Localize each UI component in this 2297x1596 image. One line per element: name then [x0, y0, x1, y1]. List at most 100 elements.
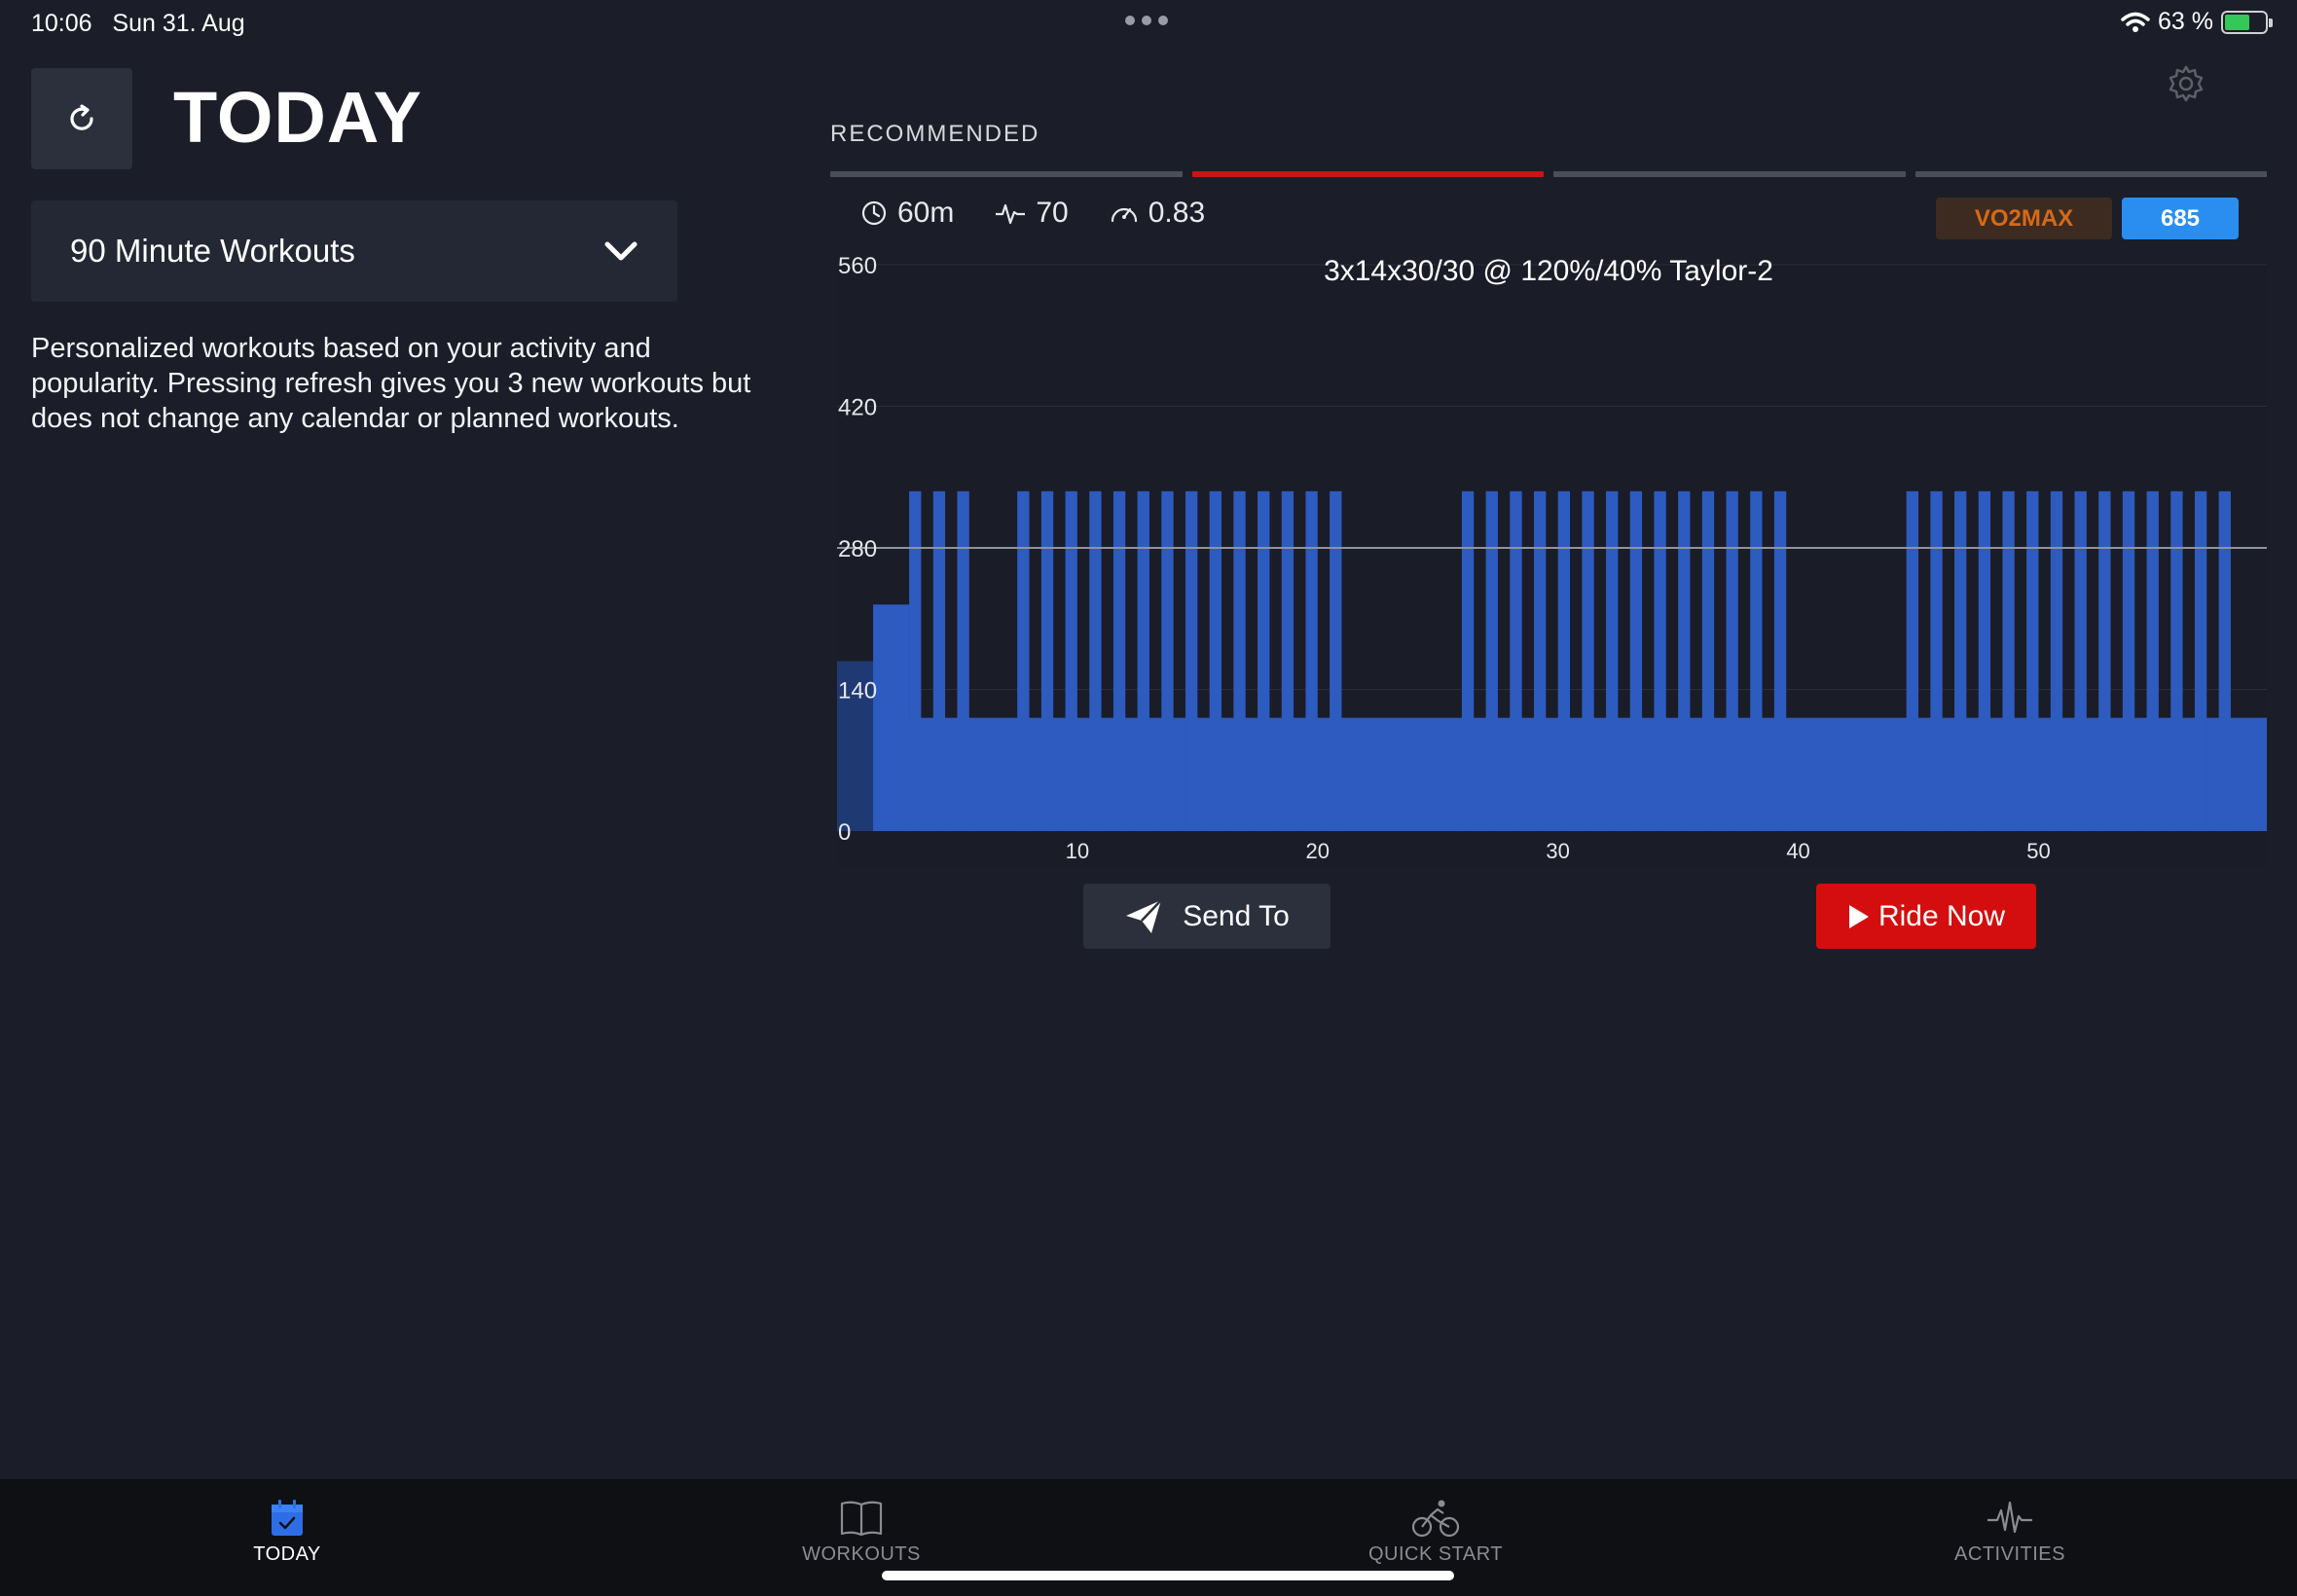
recommended-page-2[interactable] [1191, 171, 1544, 177]
interval-bar [1065, 490, 1077, 831]
y-tick-label: 140 [838, 678, 877, 705]
interval-bar [1040, 490, 1054, 831]
interval-bar [1258, 490, 1270, 831]
pulse-icon [996, 203, 1026, 225]
interval-bar [1137, 490, 1149, 831]
status-time: 10:06 Sun 31. Aug [31, 10, 245, 37]
workout-length-dropdown[interactable]: 90 Minute Workouts [31, 200, 677, 302]
interval-bar [1978, 490, 1991, 831]
score-badge: 685 [2122, 198, 2239, 239]
interval-bar [2074, 490, 2087, 831]
zone-badge: VO2MAX [1936, 198, 2112, 239]
interval-bar [1330, 490, 1342, 831]
interval-bar [1510, 490, 1522, 831]
multitasking-dots[interactable] [1125, 16, 1168, 25]
x-tick-label: 40 [1786, 839, 1809, 863]
home-indicator [882, 1571, 1454, 1580]
gear-icon [2169, 65, 2204, 102]
interval-bar [1161, 490, 1174, 831]
recommended-pager[interactable] [830, 171, 2267, 177]
interval-bar [1930, 490, 1943, 831]
y-tick-label: 560 [838, 253, 877, 279]
interval-bar [2122, 490, 2135, 831]
battery-icon [2221, 10, 2273, 34]
wifi-icon [2121, 12, 2150, 32]
duration-stat: 60m [860, 197, 954, 230]
workout-chart: 0 140 280 420 560 10 20 30 40 50 3x14x30/30 @ 120… [830, 253, 2267, 876]
interval-bar [1305, 490, 1318, 831]
battery-percent: 63 % [2158, 8, 2213, 35]
interval-bar [1281, 490, 1294, 831]
interval-bar [1485, 490, 1498, 831]
interval-bar [909, 490, 922, 831]
speedometer-icon [1111, 207, 1137, 223]
x-tick-label: 30 [1546, 839, 1569, 863]
interval-bar [2146, 490, 2159, 831]
x-tick-label: 10 [1066, 839, 1089, 863]
status-indicators: 63 % [2121, 8, 2273, 36]
interval-bar [2170, 490, 2183, 831]
chevron-down-icon [604, 241, 638, 261]
interval-bar [1678, 490, 1691, 831]
interval-bar [1557, 490, 1571, 831]
tab-today-label: TODAY [253, 1543, 321, 1565]
refresh-button[interactable] [31, 68, 132, 169]
interval-bar [1773, 490, 1787, 831]
interval-bar [1461, 490, 1475, 831]
recommended-page-4[interactable] [1914, 171, 2267, 177]
tab-today[interactable]: TODAY [0, 1479, 574, 1596]
intensity-stat: 0.83 [1110, 197, 1205, 230]
tab-activities[interactable]: ACTIVITIES [1723, 1479, 2297, 1596]
tab-quick-start-label: QUICK START [1367, 1543, 1504, 1565]
refresh-icon [70, 104, 93, 130]
interval-bar [1017, 490, 1030, 831]
clock-icon [861, 200, 887, 226]
warmup-bar [837, 661, 874, 831]
interval-bar [932, 490, 946, 831]
cyclist-icon [1411, 1500, 1460, 1538]
recommended-page-1[interactable] [830, 171, 1183, 177]
tab-workouts-label: WORKOUTS [802, 1543, 921, 1565]
tab-quick-start[interactable]: QUICK START [1148, 1479, 1723, 1596]
paper-plane-icon [1126, 898, 1163, 933]
workout-stats: 60m 70 0.83 [860, 197, 1205, 230]
interval-bar [1701, 490, 1715, 831]
warmup-bar [873, 604, 910, 831]
x-tick-label: 20 [1306, 839, 1330, 863]
workout-profile-chart: 0 140 280 420 560 10 20 30 40 50 [837, 253, 2267, 866]
interval-bar [1750, 490, 1763, 831]
y-tick-label: 280 [838, 536, 877, 562]
interval-bar [1906, 490, 1919, 831]
interval-bar [2194, 490, 2207, 831]
interval-bar [1726, 490, 1738, 831]
interval-bar [957, 490, 969, 831]
tab-activities-label: ACTIVITIES [1954, 1543, 2065, 1565]
book-icon [840, 1501, 883, 1537]
calendar-icon [272, 1500, 303, 1536]
y-tick-label: 420 [838, 395, 877, 421]
recommended-page-3[interactable] [1553, 171, 1906, 177]
x-tick-label: 50 [2026, 839, 2050, 863]
interval-bar [1533, 490, 1547, 831]
interval-bar [2002, 490, 2015, 831]
settings-button[interactable] [2167, 64, 2206, 103]
status-bar: 10:06 Sun 31. Aug 63 % [0, 0, 2297, 49]
page-title: TODAY [173, 77, 422, 158]
recommended-label: RECOMMENDED [830, 121, 1040, 147]
interval-bar [1233, 490, 1246, 831]
interval-bar [2218, 490, 2231, 831]
y-tick-label: 0 [838, 819, 851, 846]
chart-title: 3x14x30/30 @ 120%/40% Taylor-2 [1324, 255, 1773, 287]
tss-stat: 70 [995, 197, 1069, 230]
interval-bar [2026, 490, 2039, 831]
interval-bar [1606, 490, 1619, 831]
play-icon [1848, 904, 1869, 928]
interval-bar [1209, 490, 1222, 831]
interval-bar [2050, 490, 2063, 831]
interval-bar [1185, 490, 1198, 831]
send-to-button[interactable]: Send To [1083, 884, 1331, 949]
tab-workouts[interactable]: WORKOUTS [574, 1479, 1148, 1596]
ride-now-button[interactable]: Ride Now [1816, 884, 2036, 949]
interval-bar [1089, 490, 1102, 831]
pulse-icon [1987, 1501, 2032, 1534]
